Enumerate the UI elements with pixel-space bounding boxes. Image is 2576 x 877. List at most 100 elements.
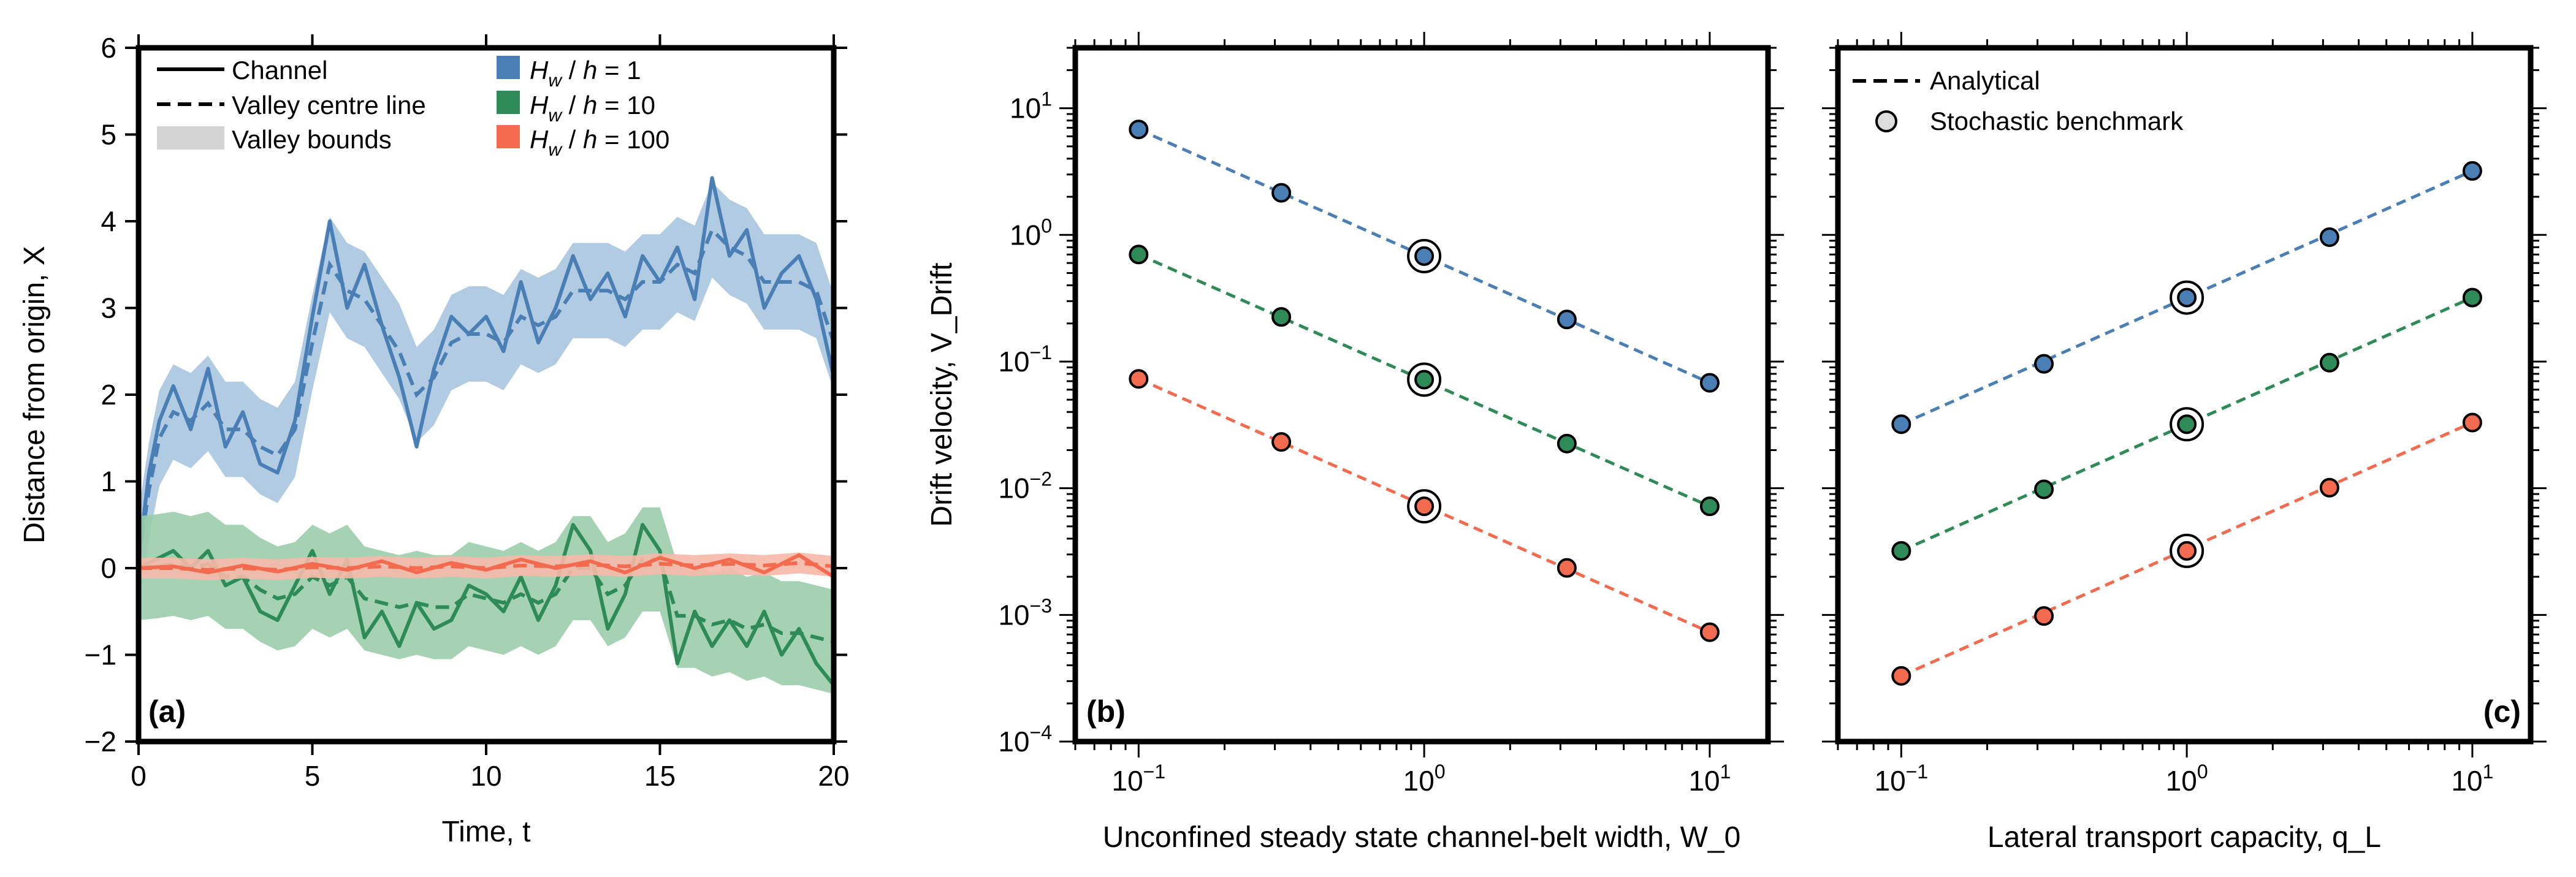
legend-label: Stochastic benchmark — [1930, 107, 2184, 135]
panel-b: 10−1 100 101 10−4 10−3 10−2 10−1 100 101 (b) Unc… — [926, 32, 1784, 854]
data-point — [1129, 120, 1149, 140]
data-point — [1891, 414, 1911, 435]
channel-green — [137, 523, 836, 686]
panel-a-plot-area — [137, 176, 836, 694]
legend-label: Channel — [232, 56, 327, 85]
legend-label: Analytical — [1930, 66, 2040, 95]
panel-a-ticks: 0 5 10 15 20 −2 −1 0 1 2 3 4 5 6 — [85, 32, 850, 792]
data-point — [1414, 246, 1435, 266]
panel-a-xlabel: Time, t — [442, 816, 531, 848]
y-tick-label: 6 — [101, 32, 116, 64]
panel-b-xlabel: Unconfined steady state channel-belt wid… — [1103, 821, 1741, 854]
data-point — [1699, 373, 1720, 393]
data-point — [1557, 309, 1577, 330]
valley-centre-green — [138, 557, 834, 644]
y-tick-label: 0 — [101, 552, 116, 584]
panel-b-label: (b) — [1086, 694, 1126, 729]
legend-label: Hw / h = 10 — [530, 91, 655, 126]
valley-bounds-blue — [139, 182, 834, 607]
legend-swatch-blue — [497, 56, 520, 79]
panel-b-ylabel: Drift velocity, V_Drift — [926, 262, 958, 526]
panel-a-label: (a) — [148, 694, 186, 729]
x-tick-label: 10−1 — [1875, 761, 1929, 797]
data-point — [2034, 354, 2054, 374]
x-tick-label: 101 — [2451, 761, 2493, 797]
panel-a: 0 5 10 15 20 −2 −1 0 1 2 3 4 5 6 (a) Time, t Distance… — [18, 32, 850, 848]
x-tick-label: 20 — [818, 760, 849, 792]
data-point — [1129, 245, 1149, 265]
legend-swatch-red — [497, 125, 520, 148]
y-tick-label: −1 — [85, 639, 116, 671]
valley-bounds-green — [139, 507, 834, 694]
legend-bounds-swatch — [157, 126, 224, 150]
x-tick-label: 101 — [1688, 761, 1731, 797]
data-point — [2034, 606, 2054, 626]
legend-label: Valley centre line — [232, 91, 426, 120]
data-point — [1557, 433, 1577, 454]
y-tick-label: 10−2 — [998, 468, 1052, 504]
data-point — [2462, 161, 2482, 181]
legend-label: Hw / h = 100 — [530, 125, 669, 160]
data-point — [1414, 370, 1435, 390]
x-tick-label: 100 — [2166, 761, 2208, 797]
data-point — [2462, 287, 2482, 308]
series-green — [1891, 287, 2482, 561]
data-point — [2177, 414, 2197, 435]
series-red — [1129, 369, 1720, 642]
legend-benchmark-swatch — [1875, 110, 1897, 132]
data-point — [1699, 622, 1720, 642]
panel-b-frame — [1072, 45, 1771, 745]
y-tick-label: 3 — [101, 292, 116, 324]
x-tick-label: 0 — [131, 760, 147, 792]
channel-blue — [137, 176, 836, 560]
y-tick-label: 100 — [1010, 215, 1052, 251]
legend-swatch-green — [497, 91, 520, 114]
data-point — [1271, 432, 1292, 452]
series-green — [137, 507, 836, 694]
x-tick-label: 15 — [644, 760, 676, 792]
y-tick-label: 5 — [101, 119, 116, 151]
series-blue — [1129, 120, 1720, 393]
channel-red — [138, 553, 835, 579]
data-point — [1414, 496, 1435, 517]
data-point — [2034, 479, 2054, 499]
y-tick-label: 1 — [101, 466, 116, 498]
y-tick-label: 10−3 — [998, 594, 1052, 631]
series-red — [138, 552, 835, 580]
data-point — [1271, 307, 1292, 327]
panel-c-label: (c) — [2483, 694, 2521, 729]
panel-c: 10−1 100 101 (c) Lateral transport capacit… — [1822, 32, 2547, 854]
data-point — [2319, 352, 2339, 373]
data-point — [1557, 558, 1577, 578]
panel-b-ticks: 10−1 100 101 10−4 10−3 10−2 10−1 100 101 — [998, 32, 1784, 797]
panel-c-legend: Analytical Stochastic benchmark — [1853, 66, 2184, 135]
data-point — [2177, 287, 2197, 308]
valley-centre-blue — [137, 226, 836, 560]
panel-c-plot-area — [1891, 161, 2482, 686]
legend-label: Valley bounds — [232, 125, 392, 154]
data-point — [2462, 412, 2482, 433]
y-tick-label: 101 — [1010, 88, 1052, 124]
data-point — [1129, 369, 1149, 389]
series-green — [1129, 245, 1720, 517]
panel-a-ylabel: Distance from origin, X — [18, 246, 51, 544]
data-point — [1699, 496, 1720, 517]
y-tick-label: 10−1 — [998, 341, 1052, 378]
x-tick-label: 5 — [305, 760, 321, 792]
x-tick-label: 10 — [470, 760, 501, 792]
y-tick-label: −2 — [85, 726, 116, 757]
x-tick-label: 100 — [1403, 761, 1446, 797]
data-point — [2319, 477, 2339, 498]
series-red — [1891, 412, 2482, 686]
data-point — [2319, 227, 2339, 247]
series-blue — [137, 176, 836, 607]
y-tick-label: 4 — [101, 205, 116, 237]
y-tick-label: 2 — [101, 379, 116, 411]
panel-c-ticks: 10−1 100 101 — [1822, 32, 2547, 797]
data-point — [1271, 183, 1292, 203]
panel-a-legend: Channel Valley centre line Valley bounds Hw… — [157, 56, 669, 160]
panel-c-xlabel: Lateral transport capacity, q_L — [1987, 821, 2381, 854]
panel-b-plot-area — [1129, 120, 1720, 642]
data-point — [1891, 541, 1911, 561]
